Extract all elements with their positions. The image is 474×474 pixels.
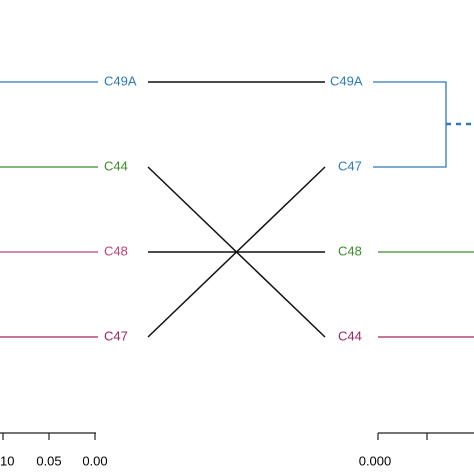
connectors <box>147 81 326 338</box>
leaf-label: C44 <box>104 158 128 173</box>
leaf-label: C47 <box>338 158 362 173</box>
branch <box>373 81 447 168</box>
leaf-label: C48 <box>338 243 362 258</box>
tick-label: 0.000 <box>359 453 392 468</box>
tick-label: 10 <box>0 453 14 468</box>
leaf-label: C47 <box>104 328 128 343</box>
tick-label: 0.00 <box>82 453 107 468</box>
left-axis: 10 0.05 0.00 <box>0 432 108 468</box>
leaf-label: C49A <box>104 73 137 88</box>
leaf-label: C44 <box>338 328 362 343</box>
tick-label: 0.05 <box>36 453 61 468</box>
leaf-label: C49A <box>330 73 363 88</box>
leaf-label: C48 <box>104 243 128 258</box>
connector <box>147 166 326 338</box>
right-axis: 0.000 <box>359 432 474 468</box>
